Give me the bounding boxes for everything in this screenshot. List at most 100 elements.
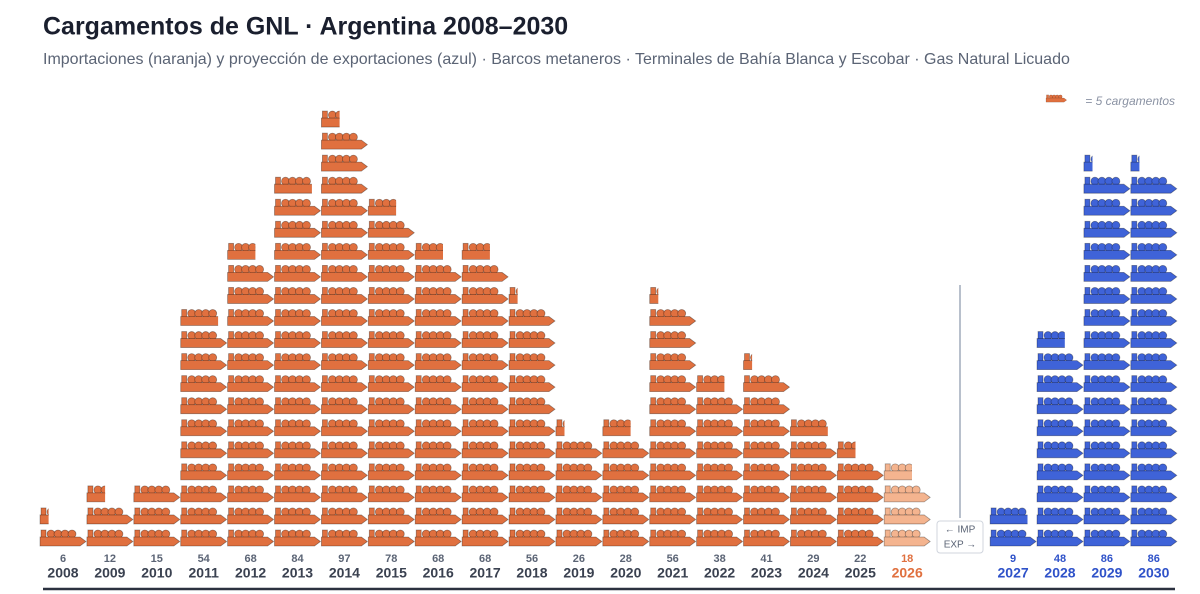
ship-hull	[649, 492, 697, 503]
ship-hull	[461, 492, 509, 503]
ship-tank	[865, 442, 873, 450]
ship-icon	[414, 242, 444, 260]
ship-hull	[227, 271, 275, 282]
ship-icon	[1036, 529, 1084, 547]
ship-hull	[836, 514, 884, 525]
ship-icon	[274, 220, 322, 238]
ship-hull	[227, 294, 275, 304]
ship-icon	[180, 485, 228, 503]
ship-hull	[367, 249, 415, 260]
value-label: 9	[1010, 553, 1016, 565]
ship-hull	[180, 448, 228, 459]
ship-tank	[584, 420, 592, 428]
ship-icon	[414, 397, 462, 415]
ship-icon	[320, 419, 369, 437]
ship-hull	[1130, 426, 1178, 437]
ship-hull	[274, 426, 322, 437]
ship-icon	[367, 287, 415, 304]
ship-icon	[274, 507, 322, 525]
ship-hull	[1083, 271, 1131, 282]
ship-hull	[743, 382, 791, 393]
value-label: 68	[432, 553, 444, 565]
ship-hull	[508, 448, 556, 459]
ship-icon	[367, 242, 415, 260]
ship-icon	[649, 529, 697, 547]
ship-hull	[649, 536, 697, 547]
ship-hull	[274, 205, 322, 216]
ship-hull	[989, 536, 1037, 547]
ship-hull	[461, 470, 509, 481]
x-tick-label: 2008	[47, 565, 78, 581]
x-tick-label: 2025	[845, 565, 876, 581]
ship-hull	[1036, 536, 1084, 547]
ship-hull	[414, 514, 462, 525]
ship-hull	[367, 536, 415, 547]
ship-hull	[790, 514, 838, 525]
ship-icon	[743, 485, 791, 503]
ship-hull	[1083, 316, 1131, 326]
ship-hull	[180, 426, 228, 437]
x-tick-label: 2011	[189, 565, 220, 581]
ship-icon	[274, 375, 322, 393]
ship-hull	[1083, 382, 1131, 393]
ship-icon	[320, 331, 369, 348]
ship-hull	[836, 536, 884, 547]
ship-hull	[274, 271, 322, 282]
ship-hull	[414, 316, 462, 326]
ship-icon	[274, 353, 322, 371]
ship-column	[555, 419, 603, 547]
ship-icon	[274, 176, 312, 194]
ship-hull	[367, 404, 415, 415]
ship-hull	[743, 404, 791, 415]
ship-hull	[1130, 382, 1178, 393]
ship-hull	[696, 470, 744, 481]
ship-hull	[367, 426, 415, 437]
ship-hull	[649, 360, 697, 371]
ship-icon	[461, 309, 509, 326]
value-label: 56	[667, 553, 679, 565]
ship-hull	[1130, 536, 1178, 547]
ship-hull	[1083, 514, 1131, 525]
ship-icon	[320, 220, 369, 238]
ship-icon	[508, 353, 556, 371]
value-label: 6	[60, 553, 66, 565]
value-label: 86	[1148, 553, 1160, 565]
ship-icon	[696, 529, 744, 547]
ship-icon	[1130, 220, 1178, 238]
ship-hull	[367, 382, 415, 393]
ship-icon	[1083, 441, 1131, 459]
divider-label: EXP →	[944, 540, 977, 551]
ship-hull	[649, 316, 697, 326]
ship-hull	[602, 514, 650, 525]
ship-icon	[133, 507, 181, 525]
ship-icon	[227, 242, 256, 260]
ship-tank	[671, 287, 679, 295]
chart-subtitle: Importaciones (naranja) y proyección de …	[43, 51, 1070, 68]
ship-hull	[790, 470, 838, 481]
ship-hull	[320, 294, 369, 304]
ship-column	[39, 507, 87, 547]
ship-hull	[1083, 249, 1131, 260]
ship-hull	[180, 536, 228, 547]
ship-hull	[1036, 404, 1084, 415]
ship-hull	[367, 492, 415, 503]
ship-tank	[630, 422, 631, 426]
ship-hull	[508, 360, 556, 371]
ship-hull	[180, 514, 228, 525]
ship-hull	[461, 294, 509, 304]
ship-icon	[320, 353, 369, 371]
ship-icon	[602, 529, 650, 547]
ship-icon	[1036, 463, 1084, 481]
ship-icon	[39, 529, 87, 547]
ship-hull	[180, 382, 228, 393]
ship-icon	[1130, 331, 1178, 348]
x-tick-label: 2023	[751, 565, 782, 581]
ship-icon	[414, 419, 462, 437]
ship-icon	[227, 309, 275, 326]
ship-hull	[743, 426, 791, 437]
ship-hull	[414, 338, 462, 348]
ship-icon	[1083, 529, 1131, 547]
ship-icon	[414, 331, 462, 348]
ship-column	[367, 198, 415, 547]
ship-icon	[743, 375, 791, 393]
